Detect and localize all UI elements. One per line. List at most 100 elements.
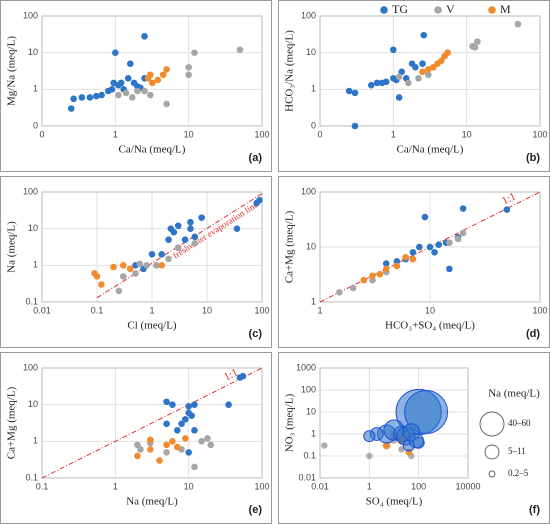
y-axis-title: NO₃ (meq/L) [284, 393, 296, 452]
y-tick-label: 10 [306, 47, 316, 57]
x-axis-title: Ca/Na (meq/L) [397, 144, 464, 156]
point [110, 263, 117, 271]
point [127, 60, 134, 68]
x-tick-label: 0 [317, 129, 322, 139]
panel-label: (f) [529, 504, 540, 516]
x-tick-label: 10 [202, 305, 212, 315]
point [402, 253, 409, 261]
point [147, 71, 154, 79]
point [191, 233, 199, 241]
size-legend-label: 40–60 [508, 418, 531, 428]
x-axis-title: Na (meq/L) [126, 496, 178, 508]
x-tick-label: 100 [254, 305, 269, 315]
point [225, 401, 232, 408]
point [431, 249, 438, 256]
y-tick-label: 0 [33, 120, 38, 130]
y-tick-label: 1000 [296, 362, 316, 372]
point [174, 222, 182, 230]
point [78, 94, 86, 101]
point [416, 243, 423, 251]
y-tick-label: 0.1 [25, 472, 38, 482]
y-tick-label: 1 [33, 260, 38, 270]
point [351, 122, 359, 130]
x-tick-label: 10 [184, 481, 194, 491]
x-tick-label: 100 [532, 129, 547, 139]
point [471, 44, 479, 51]
point [141, 87, 148, 95]
legend-label: M [500, 2, 511, 16]
point [459, 229, 467, 237]
size-legend-circle [479, 411, 505, 437]
point [163, 441, 170, 449]
point [425, 71, 432, 79]
point [382, 260, 390, 267]
point [233, 225, 241, 232]
y-tick-label: 10 [28, 47, 38, 57]
point [390, 46, 397, 54]
x-tick-label: 0.01 [311, 481, 329, 491]
point [147, 91, 154, 99]
point [153, 262, 160, 269]
point [163, 420, 170, 428]
point [185, 63, 192, 71]
y-tick-label: 10 [28, 399, 38, 409]
y-tick-label: 100 [23, 186, 38, 196]
point [163, 398, 170, 406]
point [181, 236, 189, 244]
point [191, 463, 198, 471]
point [108, 86, 116, 93]
point [149, 79, 156, 87]
point [256, 196, 263, 204]
point [191, 426, 198, 434]
bubble [366, 452, 373, 460]
y-tick-label: 0 [311, 120, 316, 130]
point [393, 262, 401, 270]
legend-marker [434, 6, 442, 14]
size-legend-label: 0.2–5 [508, 468, 529, 478]
size-legend-circle [484, 444, 500, 460]
y-tick-label: 1 [311, 296, 316, 306]
point [115, 287, 123, 295]
size-legend-circle [488, 470, 496, 478]
point [444, 49, 451, 56]
panel-label: (d) [526, 328, 540, 340]
x-tick-label: 10 [425, 305, 435, 315]
point [415, 74, 422, 82]
point [98, 281, 105, 288]
point [110, 79, 117, 87]
point [174, 443, 181, 451]
point [98, 91, 105, 99]
point [163, 66, 170, 73]
point [178, 420, 185, 428]
legend-marker [488, 6, 496, 14]
point [86, 94, 94, 101]
point [126, 265, 134, 273]
x-tick-label: 1 [367, 481, 372, 491]
point [454, 235, 462, 243]
x-axis-title: Cl (meq/L) [127, 320, 177, 332]
x-tick-label: 100 [411, 481, 426, 491]
y-tick-label: 100 [301, 186, 316, 196]
y-axis-title: Na (meq/L) [6, 221, 18, 273]
x-tick-label: 1 [149, 305, 154, 315]
point [435, 241, 443, 249]
point [187, 218, 194, 226]
y-axis-title: Ca+Mg (meq/L) [6, 386, 18, 459]
panel-border [0, 0, 272, 172]
point [124, 74, 132, 82]
point [437, 57, 445, 65]
size-legend-label: 5–11 [508, 446, 526, 456]
point [373, 79, 381, 87]
point [174, 426, 181, 434]
point [409, 255, 417, 263]
point [191, 49, 198, 56]
panel-label: (a) [249, 152, 263, 164]
point [420, 31, 428, 39]
point [169, 401, 176, 408]
point [207, 441, 215, 449]
point [185, 71, 192, 79]
size-legend-title: Na (meq/L) [488, 388, 540, 400]
point [174, 244, 182, 252]
point [405, 79, 412, 87]
